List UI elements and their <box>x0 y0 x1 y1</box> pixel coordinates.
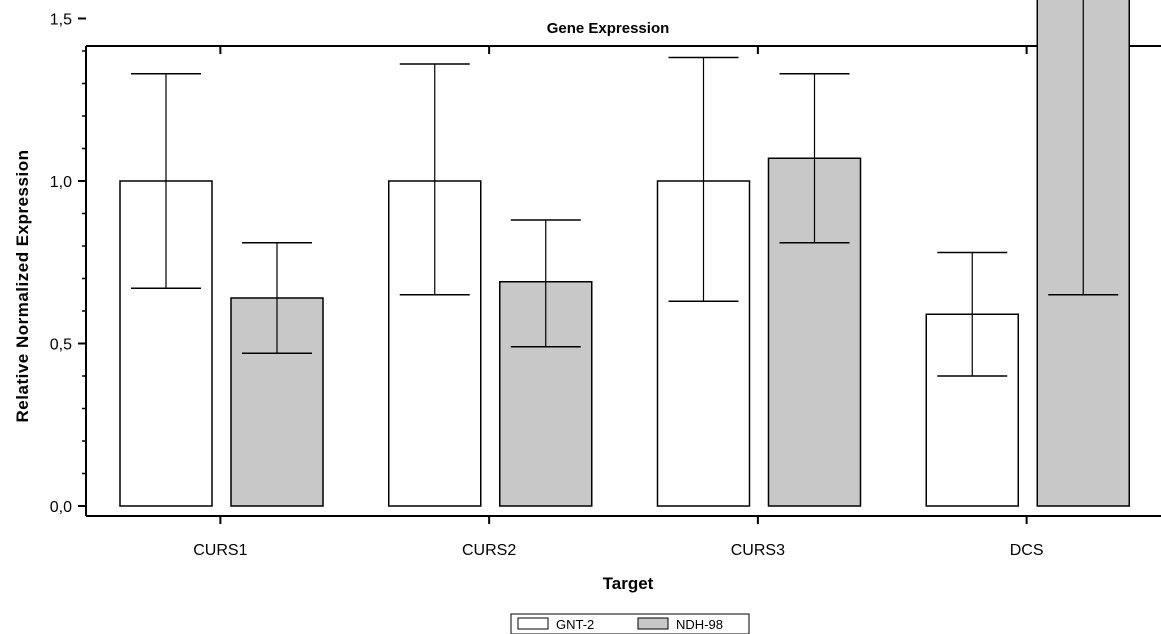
y-tick-label: 0,0 <box>50 499 72 516</box>
y-tick-label: 0,5 <box>50 337 72 354</box>
legend: GNT-2 NDH-98 <box>510 613 750 634</box>
legend-frame <box>510 613 750 634</box>
x-category-label: CURS3 <box>731 542 785 559</box>
bars <box>119 0 1130 507</box>
x-category-label: DCS <box>1010 542 1044 559</box>
y-axis-label: Relative Normalized Expression <box>13 150 32 423</box>
y-ticks: 0,00,51,01,52,02,5 <box>50 12 86 516</box>
y-tick-label: 1,0 <box>50 174 72 191</box>
legend-swatch-ndh-98 <box>637 617 669 630</box>
legend-label-ndh-98: NDH-98 <box>676 617 723 632</box>
x-category-label: CURS1 <box>193 542 247 559</box>
chart-title: Gene Expression <box>547 20 670 37</box>
y-tick-label: 1,5 <box>50 12 72 29</box>
legend-swatch-gnt-2 <box>517 617 549 630</box>
error-bars <box>131 0 1119 377</box>
legend-label-gnt-2: GNT-2 <box>556 617 594 632</box>
x-axis-label: Target <box>603 574 654 593</box>
x-ticks: CURS1 CURS2 CURS3 DCS <box>193 46 1044 559</box>
x-category-label: CURS2 <box>462 542 516 559</box>
